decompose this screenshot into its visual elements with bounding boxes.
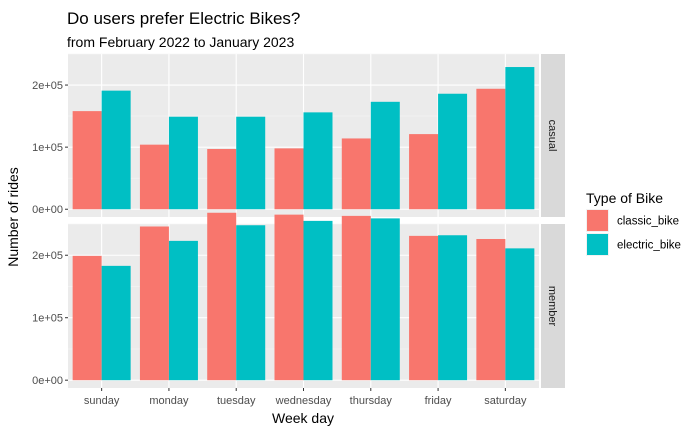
y-tick-label: 2e+05 bbox=[32, 80, 63, 92]
bar-casual-electric_bike-saturday bbox=[505, 67, 535, 210]
bar-casual-classic_bike-saturday bbox=[476, 88, 506, 210]
bar-member-classic_bike-friday bbox=[409, 235, 439, 381]
bar-casual-classic_bike-tuesday bbox=[207, 149, 237, 210]
facet-panels: 0e+00 1e+05 2e+05 casual 0e+00 1e+05 2e+05 memb… bbox=[32, 53, 565, 388]
bar-casual-electric_bike-thursday bbox=[370, 101, 400, 210]
bar-casual-electric_bike-monday bbox=[168, 116, 198, 210]
x-axis: sunday monday tuesday wednesday thursday frid… bbox=[84, 388, 527, 407]
strip-casual bbox=[541, 54, 565, 217]
bar-casual-classic_bike-friday bbox=[409, 134, 439, 210]
bar-member-electric_bike-sunday bbox=[101, 265, 131, 381]
bar-member-electric_bike-tuesday bbox=[236, 225, 266, 381]
bar-casual-classic_bike-thursday bbox=[341, 138, 371, 210]
bar-member-electric_bike-thursday bbox=[370, 218, 400, 381]
bar-member-electric_bike-friday bbox=[438, 235, 468, 381]
bar-casual-electric_bike-tuesday bbox=[236, 116, 266, 210]
legend: Type of Bike classic_bike electric_bike bbox=[586, 190, 681, 256]
x-tick-label-thursday: thursday bbox=[350, 395, 393, 407]
bar-member-classic_bike-saturday bbox=[476, 238, 506, 381]
bar-member-electric_bike-wednesday bbox=[303, 220, 333, 381]
x-tick-label-friday: friday bbox=[425, 395, 452, 407]
y-tick-label: 0e+00 bbox=[32, 375, 63, 387]
bar-casual-electric_bike-sunday bbox=[101, 90, 131, 210]
y-tick-label: 1e+05 bbox=[32, 142, 63, 154]
y-tick-label: 2e+05 bbox=[32, 250, 63, 262]
y-tick-label: 0e+00 bbox=[32, 204, 63, 216]
x-tick-label-tuesday: tuesday bbox=[217, 395, 256, 407]
x-tick-label-wednesday: wednesday bbox=[275, 395, 332, 407]
chart-subtitle: from February 2022 to January 2023 bbox=[67, 34, 294, 50]
facet-panel-casual: 0e+00 1e+05 2e+05 casual bbox=[32, 53, 565, 217]
x-tick-label-monday: monday bbox=[149, 395, 189, 407]
y-axis-title: Number of rides bbox=[5, 167, 21, 267]
legend-title: Type of Bike bbox=[586, 190, 663, 206]
strip-label-member: member bbox=[546, 286, 558, 327]
x-tick-label-saturday: saturday bbox=[484, 395, 527, 407]
bar-member-classic_bike-sunday bbox=[72, 255, 102, 381]
bar-member-classic_bike-monday bbox=[139, 226, 169, 381]
legend-label-electric_bike: electric_bike bbox=[617, 240, 681, 252]
strip-label-casual: casual bbox=[546, 120, 558, 152]
bar-member-classic_bike-tuesday bbox=[207, 212, 237, 381]
x-tick-label-sunday: sunday bbox=[84, 395, 120, 407]
bar-casual-classic_bike-monday bbox=[139, 144, 169, 210]
x-axis-title: Week day bbox=[272, 410, 334, 426]
legend-label-classic_bike: classic_bike bbox=[617, 216, 679, 228]
y-tick-label: 1e+05 bbox=[32, 313, 63, 325]
strip-member bbox=[541, 224, 565, 388]
bar-casual-classic_bike-sunday bbox=[72, 111, 102, 210]
bar-casual-classic_bike-wednesday bbox=[274, 148, 304, 210]
legend-items: classic_bike electric_bike bbox=[586, 209, 681, 256]
legend-swatch-classic_bike bbox=[587, 210, 608, 231]
chart-title: Do users prefer Electric Bikes? bbox=[67, 9, 300, 28]
facet-panel-member: 0e+00 1e+05 2e+05 member bbox=[32, 212, 565, 388]
bar-member-classic_bike-thursday bbox=[341, 215, 371, 381]
legend-swatch-electric_bike bbox=[587, 234, 608, 255]
bar-member-electric_bike-monday bbox=[168, 240, 198, 381]
bar-member-electric_bike-saturday bbox=[505, 248, 535, 381]
bar-casual-electric_bike-wednesday bbox=[303, 112, 333, 210]
bar-casual-electric_bike-friday bbox=[438, 93, 468, 210]
bar-member-classic_bike-wednesday bbox=[274, 214, 304, 381]
